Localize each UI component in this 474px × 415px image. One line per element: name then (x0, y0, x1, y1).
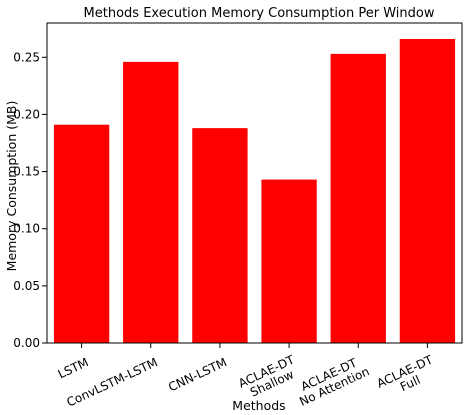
chart-title: Methods Execution Memory Consumption Per… (84, 6, 435, 21)
y-tick-label: 0.25 (13, 50, 40, 64)
x-tick-label-line: LSTM (56, 355, 91, 381)
x-tick-label: ACLAE-DTShallow (236, 352, 302, 402)
x-tick-label: CNN-LSTM (166, 355, 229, 394)
y-tick-label: 0.10 (13, 222, 40, 236)
bar (330, 53, 386, 344)
y-tick-label: 0.00 (13, 336, 40, 350)
bar (192, 128, 248, 343)
x-tick-label: ACLAE-DTFull (375, 352, 441, 402)
bar (53, 124, 110, 344)
x-axis-title: Methods (232, 398, 285, 413)
bar (399, 39, 456, 343)
bar (123, 61, 179, 344)
plot-frame (46, 22, 463, 344)
y-tick-label: 0.05 (13, 279, 40, 293)
y-tick-label: 0.20 (13, 107, 40, 121)
y-axis-title: Memory Consumption (MB) (4, 101, 19, 272)
x-tick-label: LSTM (56, 355, 91, 381)
x-tick-label: ACLAE-DTNo Attention (292, 352, 372, 408)
y-tick-label: 0.15 (13, 165, 40, 179)
x-tick-label-line: CNN-LSTM (166, 355, 229, 394)
bars-group (53, 39, 456, 344)
y-axis: 0.00 0.05 0.10 0.15 0.20 0.25 (13, 50, 47, 350)
bar (261, 179, 317, 343)
